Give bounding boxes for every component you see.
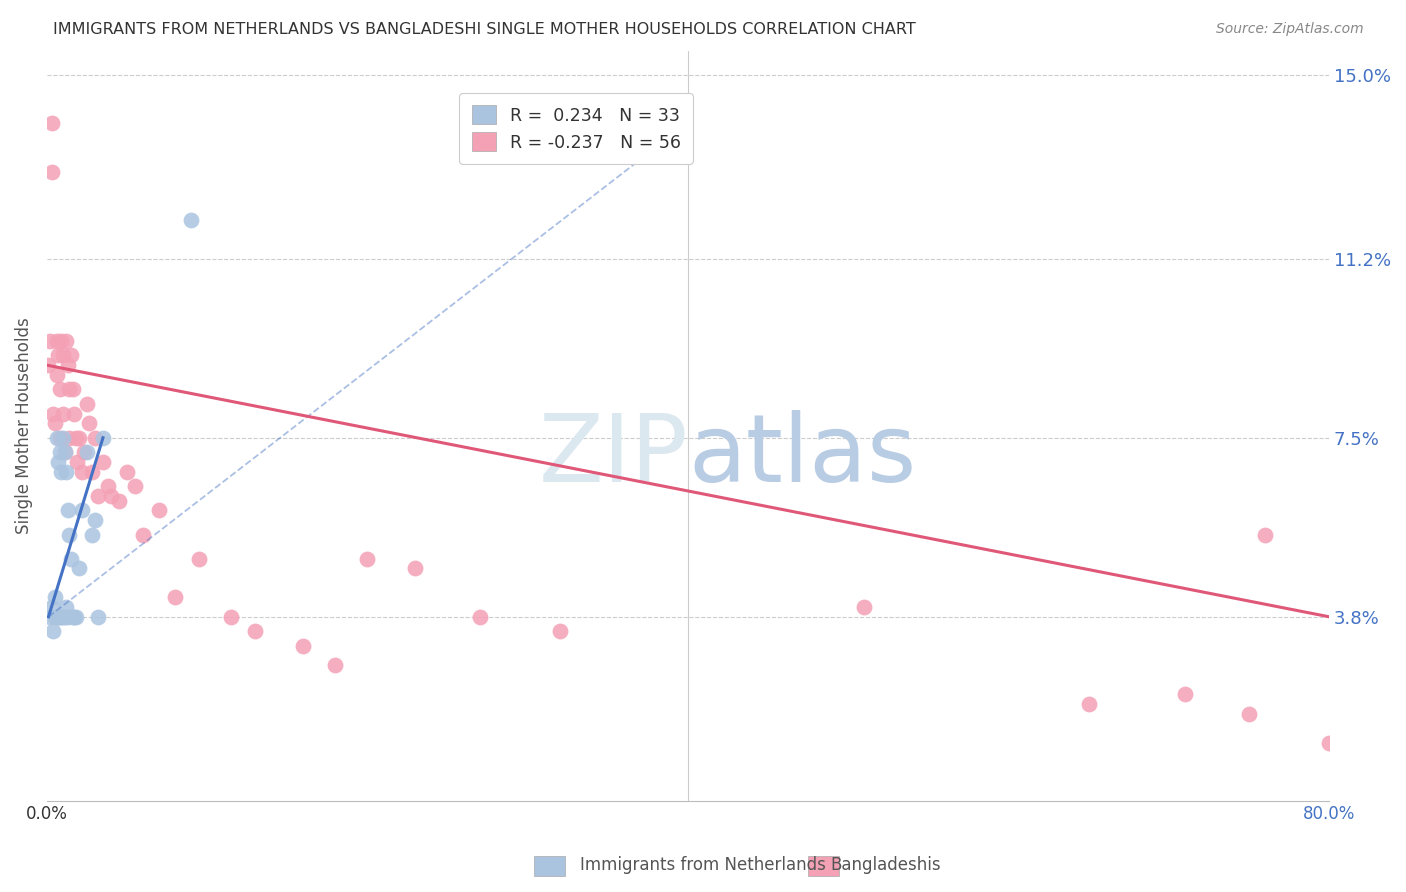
Point <box>188 551 211 566</box>
Point <box>76 445 98 459</box>
Point <box>58 383 80 397</box>
Point <box>52 407 75 421</box>
Point <box>62 383 84 397</box>
Text: atlas: atlas <box>688 409 917 501</box>
Text: IMMIGRANTS FROM NETHERLANDS VS BANGLADESHI SINGLE MOTHER HOUSEHOLDS CORRELATION : IMMIGRANTS FROM NETHERLANDS VS BANGLADES… <box>53 22 917 37</box>
Point <box>80 465 103 479</box>
Point <box>42 624 65 639</box>
Point <box>87 609 110 624</box>
Point <box>77 416 100 430</box>
Point <box>44 609 66 624</box>
Point <box>84 513 107 527</box>
Point <box>51 334 73 348</box>
Point <box>55 334 77 348</box>
Point <box>65 431 87 445</box>
Point <box>46 349 69 363</box>
Point <box>1317 735 1340 749</box>
Point <box>39 609 62 624</box>
Point <box>67 431 90 445</box>
Point <box>41 164 63 178</box>
Point <box>44 416 66 430</box>
Point <box>59 349 82 363</box>
Point <box>41 116 63 130</box>
Point <box>245 624 267 639</box>
Point <box>39 334 62 348</box>
Point <box>45 334 67 348</box>
Point <box>219 609 242 624</box>
Point <box>87 489 110 503</box>
Point <box>356 551 378 566</box>
Point <box>56 503 79 517</box>
Point <box>51 465 73 479</box>
Point <box>53 445 76 459</box>
Point <box>46 455 69 469</box>
Text: Immigrants from Netherlands: Immigrants from Netherlands <box>581 856 825 874</box>
Point <box>292 639 315 653</box>
Point <box>53 609 76 624</box>
Point <box>58 431 80 445</box>
Point <box>1237 706 1260 721</box>
Point <box>45 368 67 382</box>
Point <box>80 527 103 541</box>
Point <box>46 609 69 624</box>
Point <box>91 455 114 469</box>
Point <box>70 465 93 479</box>
Point <box>148 503 170 517</box>
Point <box>48 431 70 445</box>
Point <box>52 609 75 624</box>
Point <box>63 407 86 421</box>
Point <box>100 489 122 503</box>
Point <box>62 609 84 624</box>
Point <box>55 600 77 615</box>
Point <box>325 658 347 673</box>
Point <box>1174 687 1197 701</box>
Point <box>42 407 65 421</box>
Point <box>52 431 75 445</box>
Point <box>548 624 571 639</box>
Point <box>44 591 66 605</box>
Point <box>132 527 155 541</box>
Point <box>84 431 107 445</box>
Point <box>37 358 59 372</box>
Point <box>51 609 73 624</box>
Point <box>91 431 114 445</box>
Point <box>468 609 491 624</box>
Point <box>405 561 427 575</box>
Point <box>124 479 146 493</box>
Point <box>48 383 70 397</box>
Y-axis label: Single Mother Households: Single Mother Households <box>15 318 32 534</box>
Text: Bangladeshis: Bangladeshis <box>831 856 941 874</box>
Point <box>97 479 120 493</box>
Point <box>52 349 75 363</box>
Point <box>73 445 96 459</box>
Point <box>59 551 82 566</box>
Point <box>115 465 138 479</box>
Point <box>67 561 90 575</box>
Point <box>165 591 187 605</box>
Point <box>56 358 79 372</box>
Point <box>45 431 67 445</box>
Text: ZIP: ZIP <box>538 409 688 501</box>
Point <box>48 445 70 459</box>
Text: Source: ZipAtlas.com: Source: ZipAtlas.com <box>1216 22 1364 37</box>
Point <box>853 600 876 615</box>
Point <box>1254 527 1277 541</box>
Point <box>180 213 202 227</box>
Legend: R =  0.234   N = 33, R = -0.237   N = 56: R = 0.234 N = 33, R = -0.237 N = 56 <box>460 93 693 164</box>
Point <box>63 609 86 624</box>
Point <box>53 445 76 459</box>
Point <box>1077 697 1099 711</box>
Point <box>108 493 131 508</box>
Point <box>41 600 63 615</box>
Point <box>48 609 70 624</box>
Point <box>66 455 89 469</box>
Point <box>56 609 79 624</box>
Point <box>70 503 93 517</box>
Point <box>65 609 87 624</box>
Point <box>55 465 77 479</box>
Point <box>76 397 98 411</box>
Point <box>58 527 80 541</box>
